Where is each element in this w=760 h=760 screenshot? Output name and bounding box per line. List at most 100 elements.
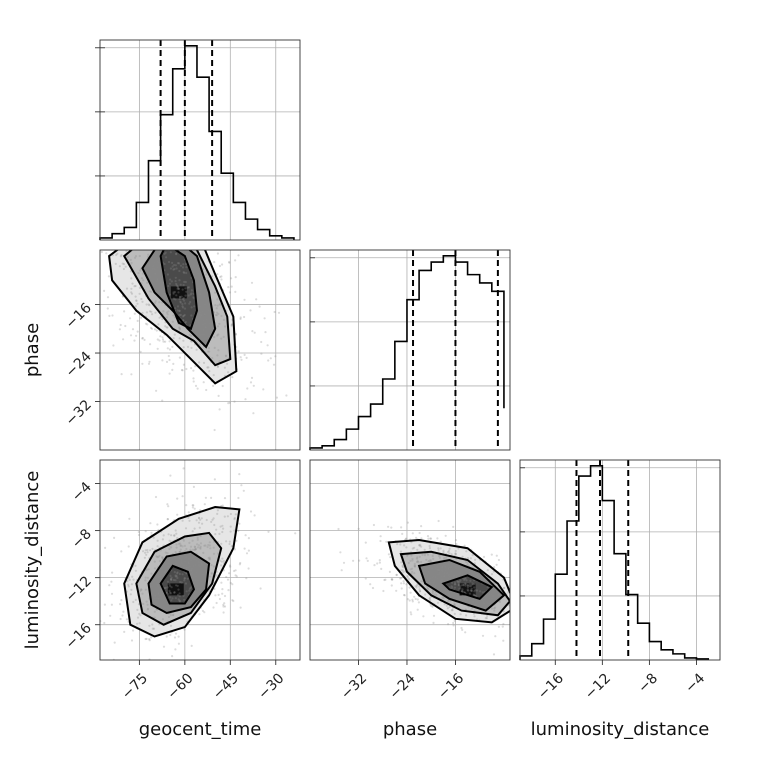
scatter-point bbox=[497, 625, 500, 628]
scatter-point bbox=[423, 575, 426, 578]
contour-phase-luminosity_distance-1 bbox=[417, 558, 506, 612]
scatter-point bbox=[240, 358, 243, 361]
scatter-point bbox=[466, 597, 469, 601]
scatter-point bbox=[159, 575, 162, 578]
scatter-point bbox=[224, 325, 227, 328]
scatter-point bbox=[400, 526, 403, 529]
scatter-point bbox=[465, 614, 468, 617]
scatter-point bbox=[481, 579, 484, 582]
scatter-point bbox=[194, 546, 197, 549]
scatter-point bbox=[130, 244, 132, 246]
scatter-point bbox=[178, 327, 182, 331]
scatter-point bbox=[428, 597, 431, 601]
scatter-point bbox=[146, 323, 149, 326]
scatter-point bbox=[413, 564, 416, 568]
scatter-point bbox=[429, 558, 432, 562]
scatter-point bbox=[198, 613, 201, 616]
scatter-point bbox=[456, 597, 460, 601]
scatter-point bbox=[218, 532, 221, 536]
scatter-point bbox=[181, 573, 184, 576]
scatter-point bbox=[220, 542, 223, 545]
scatter-point bbox=[154, 594, 157, 597]
scatter-point bbox=[238, 563, 241, 566]
scatter-point bbox=[530, 596, 532, 598]
scatter-point bbox=[158, 339, 161, 342]
scatter-point bbox=[122, 610, 125, 613]
scatter-point bbox=[190, 567, 193, 570]
x-tick-label-geocent_time--45: −45 bbox=[210, 670, 242, 702]
scatter-point bbox=[233, 548, 236, 551]
scatter-point bbox=[409, 559, 412, 563]
scatter-point bbox=[165, 326, 168, 329]
scatter-point bbox=[373, 564, 376, 567]
scatter-point bbox=[175, 584, 178, 587]
scatter-point bbox=[172, 268, 175, 271]
scatter-point bbox=[514, 594, 516, 596]
scatter-point bbox=[150, 327, 154, 330]
scatter-point bbox=[178, 600, 182, 603]
scatter-point bbox=[440, 566, 443, 569]
scatter-point bbox=[171, 655, 174, 658]
scatter-point bbox=[179, 203, 181, 205]
scatter-point bbox=[189, 569, 193, 572]
scatter-point bbox=[213, 346, 216, 349]
scatter-point bbox=[127, 585, 130, 588]
scatter-point bbox=[175, 267, 178, 270]
scatter-point bbox=[191, 539, 194, 542]
scatter-point bbox=[183, 544, 186, 548]
scatter-point bbox=[198, 313, 201, 316]
scatter-point bbox=[239, 316, 242, 319]
scatter-point bbox=[231, 583, 234, 586]
scatter-point bbox=[153, 616, 156, 619]
scatter-point bbox=[132, 237, 134, 239]
scatter-point bbox=[132, 578, 135, 581]
scatter-point bbox=[164, 551, 167, 554]
scatter-point bbox=[189, 565, 192, 568]
scatter-point bbox=[130, 261, 133, 265]
scatter-point bbox=[206, 228, 208, 230]
scatter-point bbox=[174, 574, 177, 577]
scatter-point bbox=[140, 297, 143, 301]
scatter-point bbox=[168, 589, 171, 593]
contour-phase-luminosity_distance-3 bbox=[387, 538, 510, 624]
scatter-point bbox=[208, 541, 211, 544]
scatter-point bbox=[151, 313, 154, 316]
scatter-point bbox=[182, 306, 185, 309]
scatter-point bbox=[372, 523, 375, 527]
scatter-point bbox=[179, 313, 182, 316]
scatter-point bbox=[208, 370, 211, 373]
scatter-point bbox=[428, 547, 431, 550]
scatter-point bbox=[274, 355, 277, 358]
scatter-point bbox=[387, 553, 390, 556]
scatter-point bbox=[420, 525, 423, 528]
scatter-point bbox=[193, 276, 196, 279]
scatter-point bbox=[194, 547, 197, 551]
scatter-point bbox=[515, 605, 517, 607]
scatter-point bbox=[123, 310, 126, 313]
scatter-point bbox=[155, 555, 158, 558]
scatter-point bbox=[176, 571, 179, 574]
scatter-point bbox=[154, 301, 157, 305]
scatter-point bbox=[168, 282, 171, 285]
scatter-point bbox=[454, 597, 457, 600]
scatter-point bbox=[434, 584, 437, 587]
scatter-point bbox=[277, 311, 281, 314]
scatter-point bbox=[182, 539, 185, 542]
scatter-point bbox=[461, 594, 464, 597]
panel-frame-phase-phase bbox=[309, 249, 511, 451]
scatter-point bbox=[83, 198, 85, 200]
scatter-point bbox=[148, 304, 151, 307]
scatter-point bbox=[179, 283, 182, 286]
scatter-point bbox=[172, 292, 175, 295]
scatter-point bbox=[403, 594, 406, 597]
scatter-point bbox=[418, 531, 421, 535]
scatter-point bbox=[54, 226, 56, 228]
scatter-point bbox=[416, 608, 419, 611]
scatter-point bbox=[173, 571, 176, 574]
scatter-point bbox=[175, 562, 178, 565]
scatter-point bbox=[451, 586, 454, 589]
scatter-point bbox=[166, 518, 169, 521]
scatter-point bbox=[415, 561, 418, 564]
scatter-point bbox=[464, 596, 467, 599]
scatter-point bbox=[148, 639, 151, 642]
